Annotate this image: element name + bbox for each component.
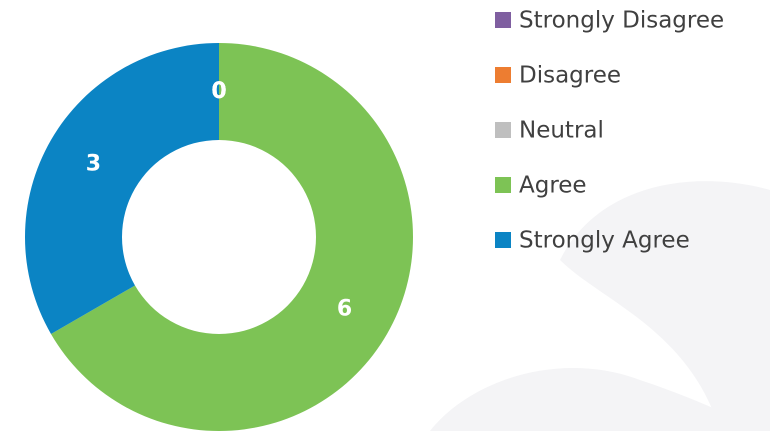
legend-label: Neutral bbox=[519, 118, 604, 144]
legend-label: Strongly Disagree bbox=[519, 8, 724, 34]
background-shape bbox=[430, 368, 760, 431]
slice bbox=[24, 43, 219, 334]
legend-swatch bbox=[495, 177, 511, 193]
legend-swatch bbox=[495, 122, 511, 138]
legend: Strongly Disagree Disagree Neutral Agree Str… bbox=[495, 8, 724, 254]
legend-swatch bbox=[495, 232, 511, 248]
data-label: 0 bbox=[211, 79, 226, 104]
data-label: 0 bbox=[211, 79, 226, 104]
legend-label: Disagree bbox=[519, 63, 621, 89]
data-label: 6 bbox=[337, 297, 352, 322]
slices bbox=[24, 43, 414, 431]
data-label: 0 bbox=[211, 79, 226, 104]
legend-swatch bbox=[495, 67, 511, 83]
legend-swatch bbox=[495, 12, 511, 28]
data-label: 3 bbox=[86, 152, 101, 177]
legend-label: Strongly Agree bbox=[519, 228, 690, 254]
slice bbox=[50, 43, 414, 431]
legend-label: Agree bbox=[519, 173, 587, 199]
background-shape bbox=[560, 181, 770, 431]
